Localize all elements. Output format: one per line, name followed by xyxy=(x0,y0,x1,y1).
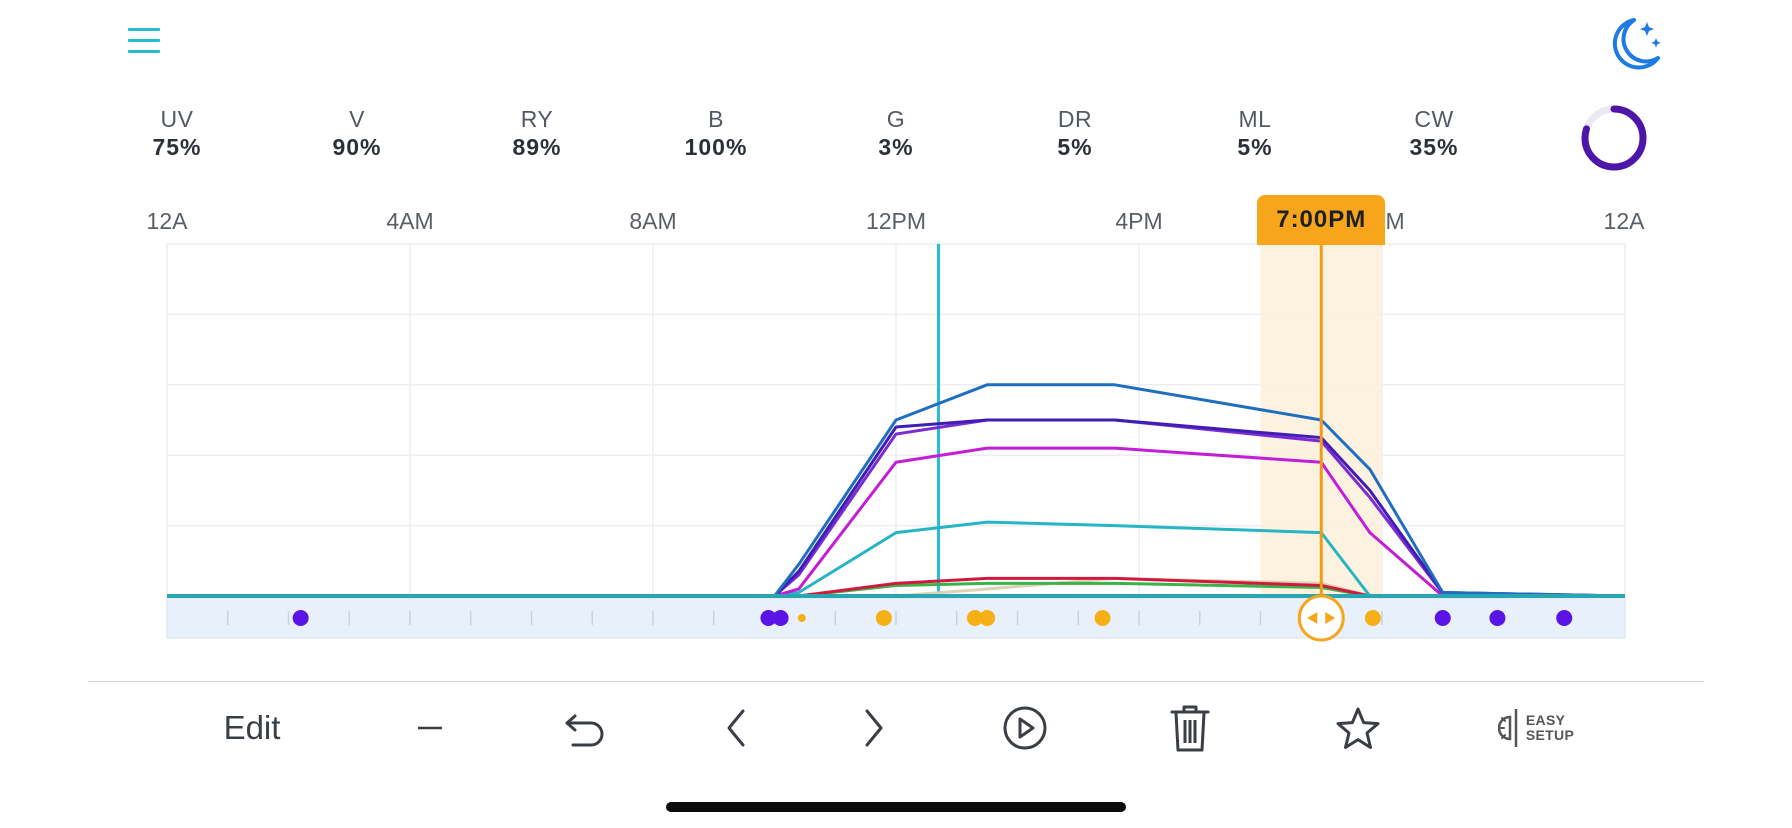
channel-value: 100% xyxy=(684,134,748,160)
channel-value: 3% xyxy=(878,134,914,160)
channel-v: V 90% xyxy=(287,106,427,162)
channel-value: 89% xyxy=(512,134,562,160)
undo-icon[interactable] xyxy=(560,700,610,756)
channel-cw: CW 35% xyxy=(1364,106,1504,162)
channel-value: 90% xyxy=(332,134,382,160)
play-icon[interactable] xyxy=(1000,700,1050,756)
channel-ml: ML 5% xyxy=(1185,106,1325,162)
schedule-point[interactable] xyxy=(1556,610,1573,626)
channel-value: 75% xyxy=(152,134,202,160)
edit-button[interactable]: Edit xyxy=(223,709,281,746)
timeline-label: 12A xyxy=(146,208,188,234)
timeline-label: 4PM xyxy=(1115,208,1163,234)
series-line-2 xyxy=(773,418,1626,598)
channel-label: CW xyxy=(1414,106,1454,132)
progress-ring-arc xyxy=(1581,105,1647,171)
moon-stars-icon[interactable] xyxy=(1604,14,1666,76)
series-line-0 xyxy=(773,383,1626,598)
easy-setup-label-line2: SETUP xyxy=(1525,727,1575,743)
timeline-label: 12PM xyxy=(865,208,927,234)
channel-ry: RY 89% xyxy=(467,106,607,162)
home-indicator xyxy=(666,802,1126,812)
intensity-progress-ring[interactable] xyxy=(1578,102,1650,174)
selected-time-badge[interactable]: 7:00PM xyxy=(1257,195,1386,245)
schedule-point[interactable] xyxy=(966,610,983,626)
toolbar-divider xyxy=(88,681,1704,682)
easy-setup-icon xyxy=(1497,709,1518,747)
series-line-3 xyxy=(774,446,1625,598)
timeline-label: 4AM xyxy=(386,208,434,234)
channel-label: B xyxy=(708,106,724,132)
channel-g: G 3% xyxy=(826,106,966,162)
star-icon[interactable] xyxy=(1332,700,1384,756)
channel-uv: UV 75% xyxy=(107,106,247,162)
channel-label: DR xyxy=(1057,106,1093,132)
channel-label: RY xyxy=(520,106,554,132)
next-icon[interactable] xyxy=(854,700,894,756)
schedule-point[interactable] xyxy=(875,610,892,626)
timeline-label: 8AM xyxy=(629,208,677,234)
schedule-point[interactable] xyxy=(1094,610,1111,626)
series-line-1 xyxy=(773,418,1626,598)
schedule-point[interactable] xyxy=(1489,610,1506,626)
channel-value: 5% xyxy=(1057,134,1093,160)
channel-label: ML xyxy=(1238,106,1272,132)
channel-dr: DR 5% xyxy=(1005,106,1145,162)
time-handle-icon[interactable] xyxy=(1297,594,1345,642)
schedule-point[interactable] xyxy=(760,610,777,626)
hamburger-menu-icon[interactable] xyxy=(128,28,160,56)
schedule-point[interactable] xyxy=(772,610,789,626)
channel-label: UV xyxy=(160,106,194,132)
channel-b: B 100% xyxy=(646,106,786,162)
channel-value: 35% xyxy=(1409,134,1459,160)
schedule-point[interactable] xyxy=(1434,610,1451,626)
easy-setup-button[interactable]: EASY SETUP xyxy=(1496,700,1576,756)
schedule-point[interactable] xyxy=(979,610,996,626)
schedule-point[interactable] xyxy=(1364,610,1381,626)
minus-icon[interactable] xyxy=(408,700,452,756)
schedule-point[interactable] xyxy=(797,614,806,622)
channel-label: G xyxy=(886,106,906,132)
channel-value: 5% xyxy=(1237,134,1273,160)
timeline-label: 12A xyxy=(1603,208,1645,234)
trash-icon[interactable] xyxy=(1164,700,1216,756)
easy-setup-label-line1: EASY xyxy=(1525,712,1566,728)
channel-label: V xyxy=(349,106,365,132)
previous-icon[interactable] xyxy=(716,700,756,756)
schedule-point[interactable] xyxy=(292,610,309,626)
